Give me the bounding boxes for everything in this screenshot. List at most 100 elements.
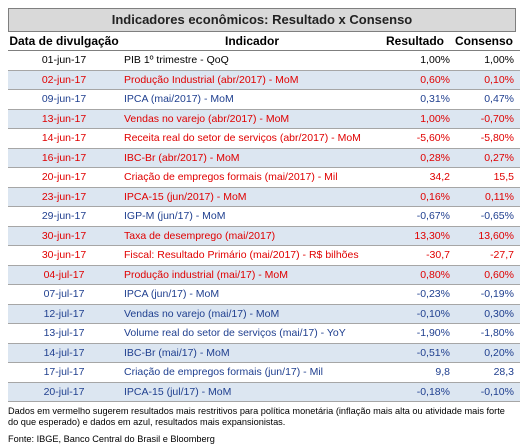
cell-date: 13-jun-17 [8, 109, 120, 129]
table-row: 20-jun-17 Criação de empregos formais (ma… [8, 167, 520, 188]
cell-consensus: -0,70% [454, 109, 520, 129]
cell-indicator: Produção Industrial (abr/2017) - MoM [120, 70, 380, 90]
cell-date: 30-jun-17 [8, 226, 120, 246]
cell-date: 04-jul-17 [8, 265, 120, 285]
cell-date: 01-jun-17 [8, 50, 120, 71]
cell-result: -0,23% [380, 284, 454, 305]
cell-indicator: Volume real do setor de serviços (mai/17… [120, 323, 380, 344]
cell-result: 0,80% [380, 265, 454, 285]
cell-indicator: Criação de empregos formais (mai/2017) -… [120, 167, 380, 188]
cell-indicator: Receita real do setor de serviços (abr/2… [120, 128, 380, 149]
cell-result: -1,90% [380, 323, 454, 344]
cell-consensus: 28,3 [454, 362, 520, 383]
cell-result: 0,60% [380, 70, 454, 90]
cell-result: 1,00% [380, 109, 454, 129]
table-row: 04-jul-17 Produção industrial (mai/17) - … [8, 265, 520, 285]
cell-date: 14-jun-17 [8, 128, 120, 149]
cell-date: 13-jul-17 [8, 323, 120, 344]
cell-date: 30-jun-17 [8, 245, 120, 266]
table-row: 30-jun-17 Fiscal: Resultado Primário (mai… [8, 245, 520, 266]
cell-indicator: Vendas no varejo (abr/2017) - MoM [120, 109, 380, 129]
header-indicator: Indicador [120, 32, 380, 51]
table-row: 23-jun-17 IPCA-15 (jun/2017) - MoM 0,16% 0,… [8, 187, 520, 207]
cell-consensus: -0,19% [454, 284, 520, 305]
cell-date: 17-jul-17 [8, 362, 120, 383]
cell-consensus: 0,27% [454, 148, 520, 168]
table-header-row: Data de divulgação Indicador Resultado C… [8, 32, 520, 51]
cell-consensus: 0,20% [454, 343, 520, 363]
table-row: 20-jul-17 IPCA-15 (jul/17) - MoM -0,18% -0,… [8, 382, 520, 402]
cell-indicator: IPCA (mai/2017) - MoM [120, 89, 380, 110]
indicators-panel: Indicadores econômicos: Resultado x Cons… [8, 8, 520, 444]
cell-result: 13,30% [380, 226, 454, 246]
cell-consensus: -1,80% [454, 323, 520, 344]
header-date: Data de divulgação [8, 32, 120, 51]
table-row: 14-jul-17 IBC-Br (mai/17) - MoM -0,51% 0,20… [8, 343, 520, 363]
cell-indicator: IPCA-15 (jun/2017) - MoM [120, 187, 380, 207]
table-row: 13-jul-17 Volume real do setor de serviço… [8, 323, 520, 344]
table-row: 01-jun-17 PIB 1º trimestre - QoQ 1,00% 1,00… [8, 50, 520, 71]
cell-indicator: Vendas no varejo (mai/17) - MoM [120, 304, 380, 324]
cell-indicator: IBC-Br (mai/17) - MoM [120, 343, 380, 363]
cell-consensus: -0,65% [454, 206, 520, 227]
cell-result: 0,31% [380, 89, 454, 110]
cell-result: -5,60% [380, 128, 454, 149]
cell-date: 23-jun-17 [8, 187, 120, 207]
cell-result: -0,18% [380, 382, 454, 402]
cell-consensus: 0,30% [454, 304, 520, 324]
cell-result: 9,8 [380, 362, 454, 383]
cell-consensus: 0,47% [454, 89, 520, 110]
indicators-table: Data de divulgação Indicador Resultado C… [8, 32, 520, 402]
table-row: 29-jun-17 IGP-M (jun/17) - MoM -0,67% -0,65… [8, 206, 520, 227]
cell-date: 02-jun-17 [8, 70, 120, 90]
table-row: 14-jun-17 Receita real do setor de serviç… [8, 128, 520, 149]
cell-date: 16-jun-17 [8, 148, 120, 168]
cell-indicator: Taxa de desemprego (mai/2017) [120, 226, 380, 246]
cell-consensus: -27,7 [454, 245, 520, 266]
cell-consensus: 0,11% [454, 187, 520, 207]
table-row: 09-jun-17 IPCA (mai/2017) - MoM 0,31% 0,47% [8, 89, 520, 110]
cell-date: 09-jun-17 [8, 89, 120, 110]
cell-consensus: 0,10% [454, 70, 520, 90]
source-note: Fonte: IBGE, Banco Central do Brasil e B… [8, 434, 215, 444]
cell-result: -0,10% [380, 304, 454, 324]
table-row: 30-jun-17 Taxa de desemprego (mai/2017) 13… [8, 226, 520, 246]
cell-indicator: Fiscal: Resultado Primário (mai/2017) - … [120, 245, 380, 266]
header-consensus: Consenso [454, 32, 520, 51]
cell-indicator: Produção industrial (mai/17) - MoM [120, 265, 380, 285]
header-result: Resultado [380, 32, 454, 51]
cell-indicator: IPCA-15 (jul/17) - MoM [120, 382, 380, 402]
table-title: Indicadores econômicos: Resultado x Cons… [8, 8, 516, 32]
table-row: 17-jul-17 Criação de empregos formais (ju… [8, 362, 520, 383]
cell-result: -0,67% [380, 206, 454, 227]
cell-consensus: -5,80% [454, 128, 520, 149]
cell-result: -0,51% [380, 343, 454, 363]
table-row: 16-jun-17 IBC-Br (abr/2017) - MoM 0,28% 0,2… [8, 148, 520, 168]
cell-indicator: IBC-Br (abr/2017) - MoM [120, 148, 380, 168]
table-body: 01-jun-17 PIB 1º trimestre - QoQ 1,00% 1,00… [8, 50, 520, 402]
cell-indicator: IGP-M (jun/17) - MoM [120, 206, 380, 227]
cell-indicator: Criação de empregos formais (jun/17) - M… [120, 362, 380, 383]
cell-date: 29-jun-17 [8, 206, 120, 227]
cell-result: 34,2 [380, 167, 454, 188]
cell-consensus: 0,60% [454, 265, 520, 285]
cell-indicator: IPCA (jun/17) - MoM [120, 284, 380, 305]
cell-result: -30,7 [380, 245, 454, 266]
cell-result: 0,28% [380, 148, 454, 168]
cell-consensus: -0,10% [454, 382, 520, 402]
cell-date: 20-jul-17 [8, 382, 120, 402]
cell-result: 0,16% [380, 187, 454, 207]
cell-consensus: 15,5 [454, 167, 520, 188]
table-row: 07-jul-17 IPCA (jun/17) - MoM -0,23% -0,19% [8, 284, 520, 305]
table-row: 13-jun-17 Vendas no varejo (abr/2017) - M… [8, 109, 520, 129]
table-row: 12-jul-17 Vendas no varejo (mai/17) - MoM… [8, 304, 520, 324]
cell-date: 07-jul-17 [8, 284, 120, 305]
footnote: Dados em vermelho sugerem resultados mai… [8, 406, 505, 427]
cell-indicator: PIB 1º trimestre - QoQ [120, 50, 380, 71]
cell-date: 14-jul-17 [8, 343, 120, 363]
cell-date: 12-jul-17 [8, 304, 120, 324]
cell-consensus: 1,00% [454, 50, 520, 71]
cell-date: 20-jun-17 [8, 167, 120, 188]
cell-consensus: 13,60% [454, 226, 520, 246]
table-row: 02-jun-17 Produção Industrial (abr/2017) … [8, 70, 520, 90]
